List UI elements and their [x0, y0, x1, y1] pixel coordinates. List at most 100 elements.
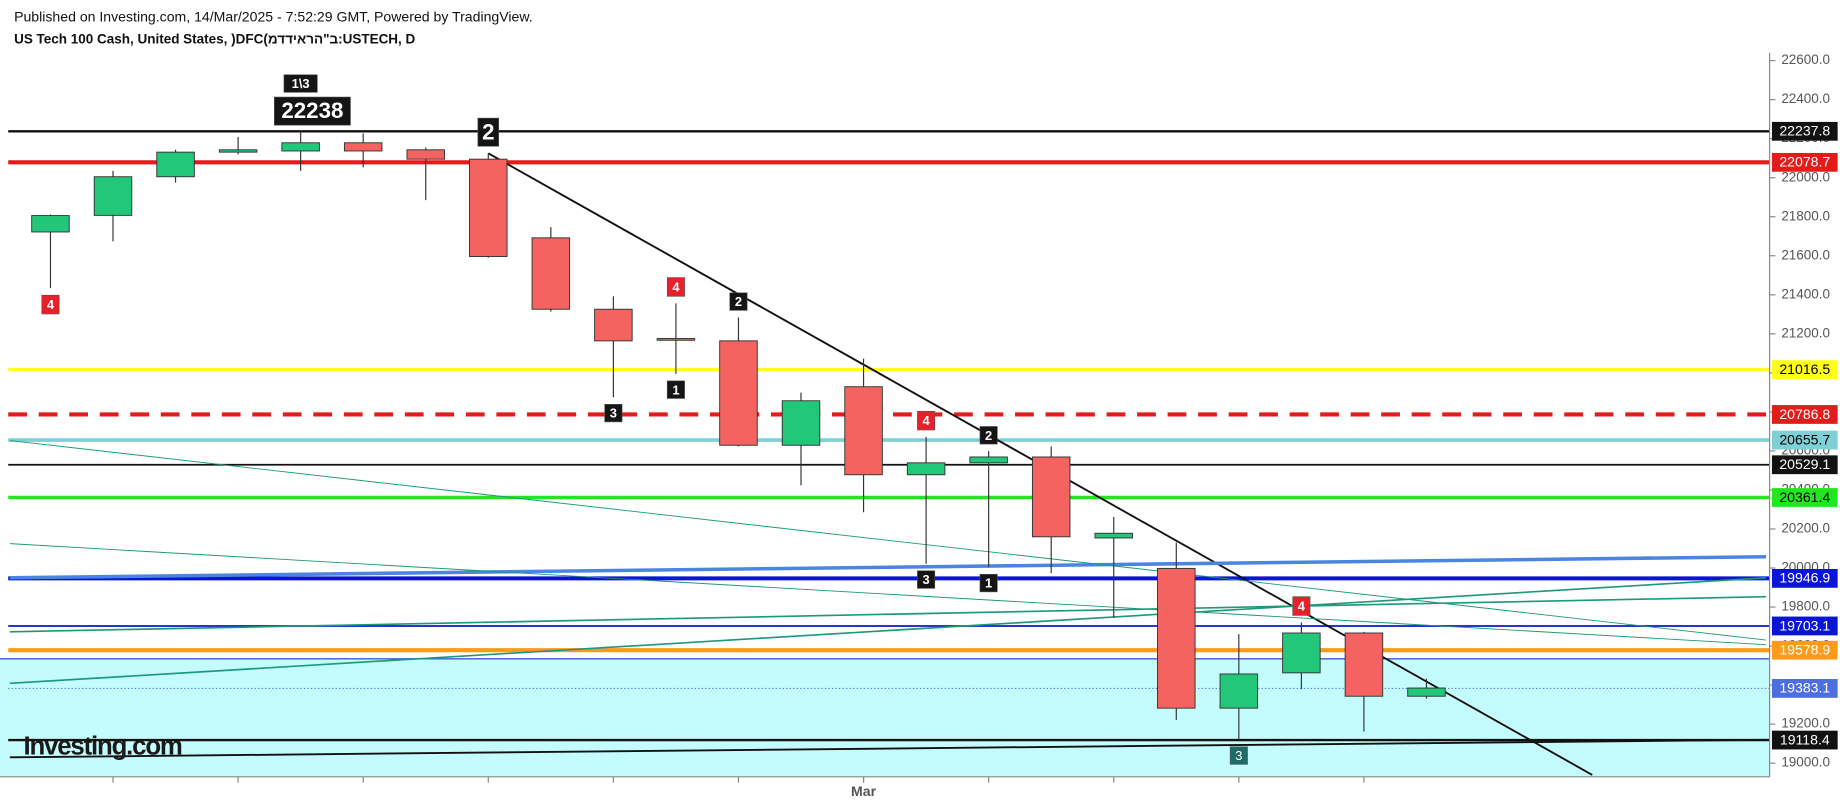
x-tick-label: Mar	[851, 783, 877, 799]
candle-body	[1094, 532, 1133, 539]
wave-label-box	[666, 380, 685, 399]
candle-body	[1407, 687, 1446, 697]
trend-line	[9, 576, 1767, 685]
candle-body	[1282, 632, 1321, 674]
candle-body	[844, 386, 883, 476]
wave-label: 1\3	[292, 76, 310, 91]
candle-body	[1219, 673, 1259, 709]
y-tick-label: 21800.0	[1781, 208, 1830, 223]
wave-label: 4	[672, 280, 680, 295]
wave-label: 2	[482, 119, 494, 144]
wave-label: 2	[735, 294, 742, 309]
y-tick-label: 20200.0	[1781, 521, 1830, 536]
price-label: 19118.4	[1780, 731, 1830, 747]
price-label: 19946.9	[1779, 570, 1830, 586]
price-label-box	[1771, 455, 1838, 475]
watermark: Investing.com	[23, 732, 181, 760]
candle-body	[93, 176, 133, 216]
candle-body	[281, 142, 320, 152]
wave-label: 4	[923, 413, 931, 428]
trend-line	[9, 595, 1767, 633]
price-label-box	[1771, 121, 1838, 141]
price-label: 20786.8	[1779, 406, 1830, 422]
price-label-box	[1771, 640, 1838, 660]
support-zone	[0, 658, 1770, 777]
price-label-box	[1771, 730, 1838, 750]
candle-body	[906, 462, 946, 476]
candle-body	[31, 215, 70, 233]
wave-label: 3	[610, 406, 617, 421]
wave-label-box	[917, 410, 936, 431]
wave-label-box	[917, 570, 936, 589]
candle-body	[531, 237, 571, 310]
wave-label-box	[274, 96, 351, 126]
publish-note: Published on Investing.com, 14/Mar/2025 …	[14, 8, 533, 24]
wave-label: 4	[47, 297, 55, 312]
price-label: 19383.1	[1779, 680, 1830, 696]
candle-body	[406, 149, 445, 160]
price-label: 22078.7	[1779, 154, 1830, 170]
wave-label: 3	[923, 572, 930, 587]
candle-body	[594, 308, 633, 342]
price-label-box	[1771, 679, 1838, 698]
wave-label-box	[41, 294, 60, 315]
trend-line	[9, 440, 1767, 641]
candle-body	[781, 400, 821, 446]
price-label-box	[1771, 430, 1838, 450]
wave-label: 4	[1298, 599, 1306, 614]
candle-body	[1344, 632, 1384, 697]
y-tick-label: 21200.0	[1781, 325, 1830, 340]
price-label: 19703.1	[1779, 617, 1830, 633]
wave-label: 2	[985, 428, 992, 443]
wave-label: 22238	[281, 98, 343, 123]
wave-label: 1	[672, 382, 679, 397]
wave-label-box	[1292, 596, 1311, 616]
wave-label: 1	[985, 576, 992, 591]
wave-label-box	[729, 292, 748, 311]
wave-label-box	[1229, 746, 1248, 765]
wave-label: 3	[1235, 748, 1242, 763]
price-label: 20361.4	[1779, 489, 1830, 505]
price-label-box	[1771, 568, 1838, 588]
candle-body	[469, 158, 508, 258]
wave-label-box	[283, 74, 318, 93]
candle-body	[156, 151, 195, 178]
y-tick-label: 22000.0	[1781, 169, 1830, 184]
y-tick-label: 22600.0	[1781, 52, 1830, 67]
candle-body	[656, 338, 696, 341]
candle-body	[969, 456, 1008, 464]
candle-body	[719, 340, 758, 446]
price-label-box	[1771, 405, 1838, 424]
y-tick-label: 19800.0	[1781, 599, 1830, 614]
candle-body	[218, 149, 258, 153]
y-tick-label: 21600.0	[1781, 247, 1830, 262]
wave-label-box	[979, 426, 998, 445]
price-label-box	[1771, 360, 1838, 380]
price-label: 22237.8	[1779, 123, 1830, 139]
wave-label-box	[477, 117, 500, 147]
price-label: 19578.9	[1779, 642, 1830, 658]
y-tick-label: 22400.0	[1781, 91, 1830, 106]
price-label-box	[1771, 152, 1838, 172]
trend-line	[9, 554, 1767, 580]
price-label: 20529.1	[1779, 456, 1830, 472]
price-label: 21016.5	[1779, 361, 1830, 377]
price-label-box	[1771, 488, 1838, 507]
plot-area	[0, 130, 1770, 777]
price-label: 20655.7	[1779, 431, 1830, 447]
y-tick-label: 21400.0	[1781, 286, 1830, 301]
chart-title: US Tech 100 Cash, United States, )DFC(ב"…	[14, 31, 415, 46]
trend-line	[9, 738, 1767, 759]
y-tick-label: 19000.0	[1781, 755, 1830, 770]
wave-label-box	[666, 277, 685, 297]
candle-body	[343, 142, 383, 152]
wave-label-box	[979, 573, 998, 593]
price-label-box	[1771, 616, 1838, 636]
wave-label-box	[604, 404, 623, 423]
candle-body	[1031, 456, 1071, 538]
y-tick-label: 19200.0	[1781, 716, 1830, 731]
trend-line	[9, 543, 1767, 646]
candle-body	[1157, 567, 1196, 709]
